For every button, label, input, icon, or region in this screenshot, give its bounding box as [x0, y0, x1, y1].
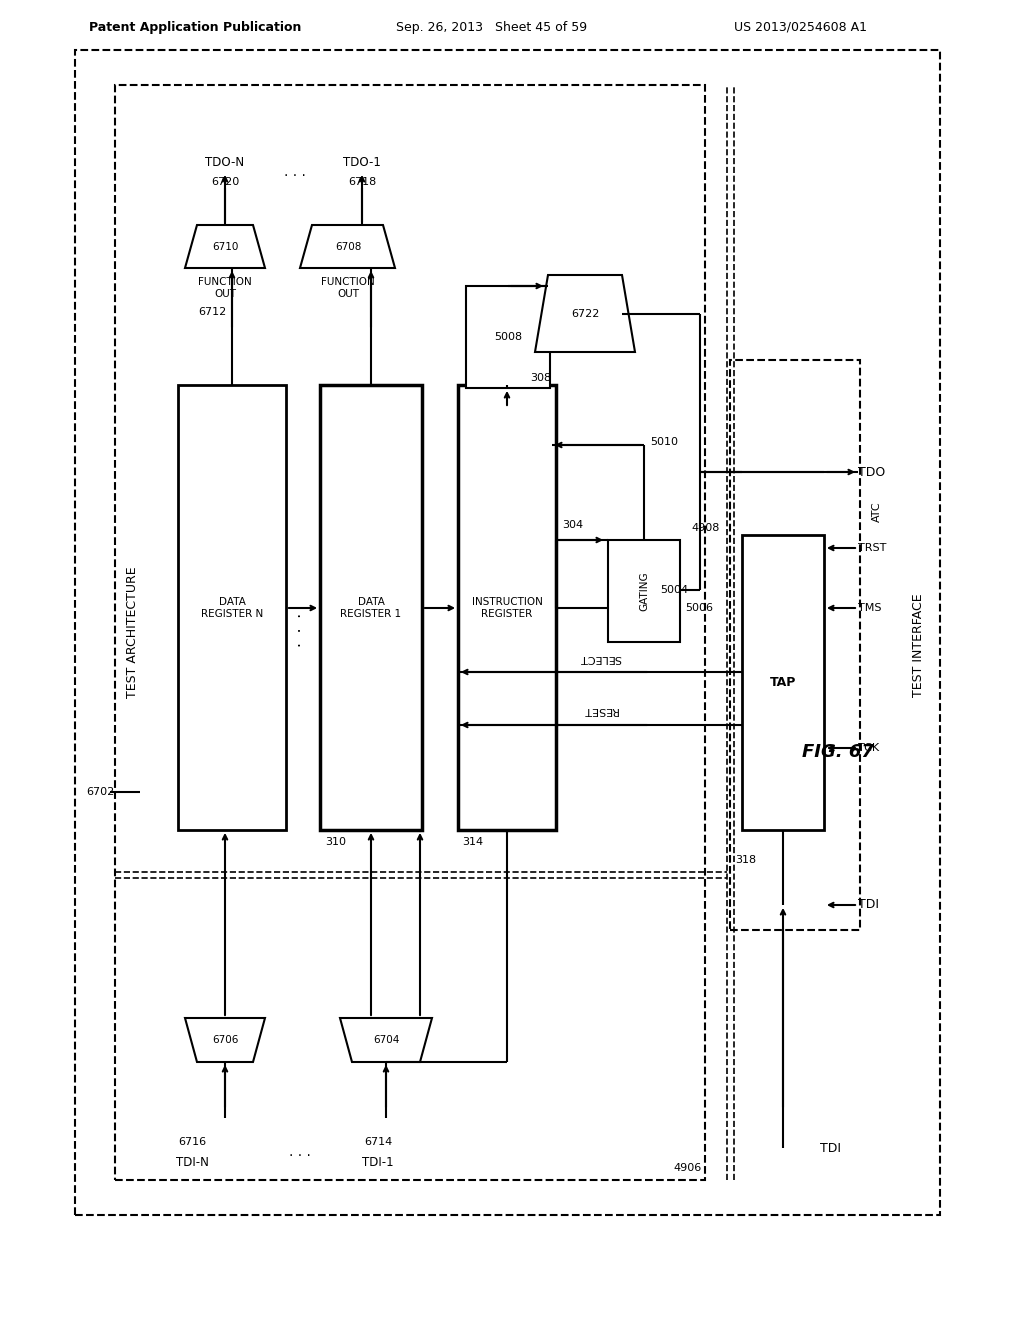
Polygon shape: [185, 1018, 265, 1063]
Text: TRST: TRST: [858, 543, 887, 553]
Text: TEST ARCHITECTURE: TEST ARCHITECTURE: [127, 566, 139, 698]
Text: TDI: TDI: [819, 1142, 841, 1155]
Text: 4908: 4908: [692, 523, 720, 533]
Polygon shape: [535, 275, 635, 352]
Text: 6712: 6712: [198, 308, 226, 317]
Text: 6708: 6708: [335, 242, 361, 252]
Bar: [466, 286, 550, 388]
Text: 6706: 6706: [212, 1035, 239, 1045]
Text: 304: 304: [562, 520, 583, 531]
Text: ATC: ATC: [872, 502, 882, 523]
Text: 5004: 5004: [660, 585, 688, 595]
Text: TDI-N: TDI-N: [175, 1155, 209, 1168]
Text: 5006: 5006: [685, 603, 713, 612]
Text: . . .: . . .: [284, 165, 306, 180]
Text: 6716: 6716: [178, 1137, 206, 1147]
Text: 6704: 6704: [373, 1035, 399, 1045]
Text: TMS: TMS: [858, 603, 882, 612]
Text: 5010: 5010: [650, 437, 678, 447]
Text: TDO: TDO: [858, 466, 886, 479]
Text: DATA
REGISTER 1: DATA REGISTER 1: [340, 597, 401, 619]
Text: TDO-1: TDO-1: [343, 156, 381, 169]
Text: TCK: TCK: [858, 743, 880, 752]
Text: 310: 310: [325, 837, 346, 847]
Bar: [178, 385, 286, 830]
Text: 314: 314: [462, 837, 483, 847]
Text: US 2013/0254608 A1: US 2013/0254608 A1: [733, 21, 866, 33]
Text: 6722: 6722: [570, 309, 599, 319]
Text: TDI: TDI: [858, 899, 879, 912]
Text: 318: 318: [735, 855, 756, 865]
Bar: [730, 360, 860, 931]
Polygon shape: [300, 224, 395, 268]
Text: 6720: 6720: [211, 177, 240, 187]
Text: . . .: . . .: [289, 1144, 311, 1159]
Polygon shape: [340, 1018, 432, 1063]
Text: DATA
REGISTER N: DATA REGISTER N: [201, 597, 263, 619]
Text: 6710: 6710: [212, 242, 239, 252]
Text: 6718: 6718: [348, 177, 376, 187]
Text: TAP: TAP: [770, 676, 797, 689]
Text: TDI-1: TDI-1: [362, 1155, 394, 1168]
Bar: [75, 50, 940, 1214]
Text: TDO-N: TDO-N: [206, 156, 245, 169]
Text: ·  ·  ·: · · ·: [295, 612, 309, 647]
Text: 6714: 6714: [364, 1137, 392, 1147]
Text: 308: 308: [530, 374, 551, 383]
Text: FUNCTION
OUT: FUNCTION OUT: [322, 277, 375, 298]
Bar: [319, 385, 422, 830]
Bar: [608, 540, 680, 642]
Text: SELECT: SELECT: [579, 653, 621, 663]
Polygon shape: [185, 224, 265, 268]
Text: RESET: RESET: [583, 705, 617, 715]
Text: TEST INTERFACE: TEST INTERFACE: [911, 593, 925, 697]
Text: 4906: 4906: [674, 1163, 702, 1173]
Text: INSTRUCTION
REGISTER: INSTRUCTION REGISTER: [472, 597, 543, 619]
Text: FIG. 67: FIG. 67: [802, 743, 873, 762]
Text: 6702: 6702: [86, 787, 114, 797]
Text: 5008: 5008: [494, 333, 522, 342]
Text: Sep. 26, 2013   Sheet 45 of 59: Sep. 26, 2013 Sheet 45 of 59: [396, 21, 588, 33]
Text: FUNCTION
OUT: FUNCTION OUT: [198, 277, 252, 298]
Text: Patent Application Publication: Patent Application Publication: [89, 21, 301, 33]
Bar: [115, 84, 705, 1180]
Bar: [458, 385, 556, 830]
Text: GATING: GATING: [639, 572, 649, 611]
Bar: [742, 535, 824, 830]
